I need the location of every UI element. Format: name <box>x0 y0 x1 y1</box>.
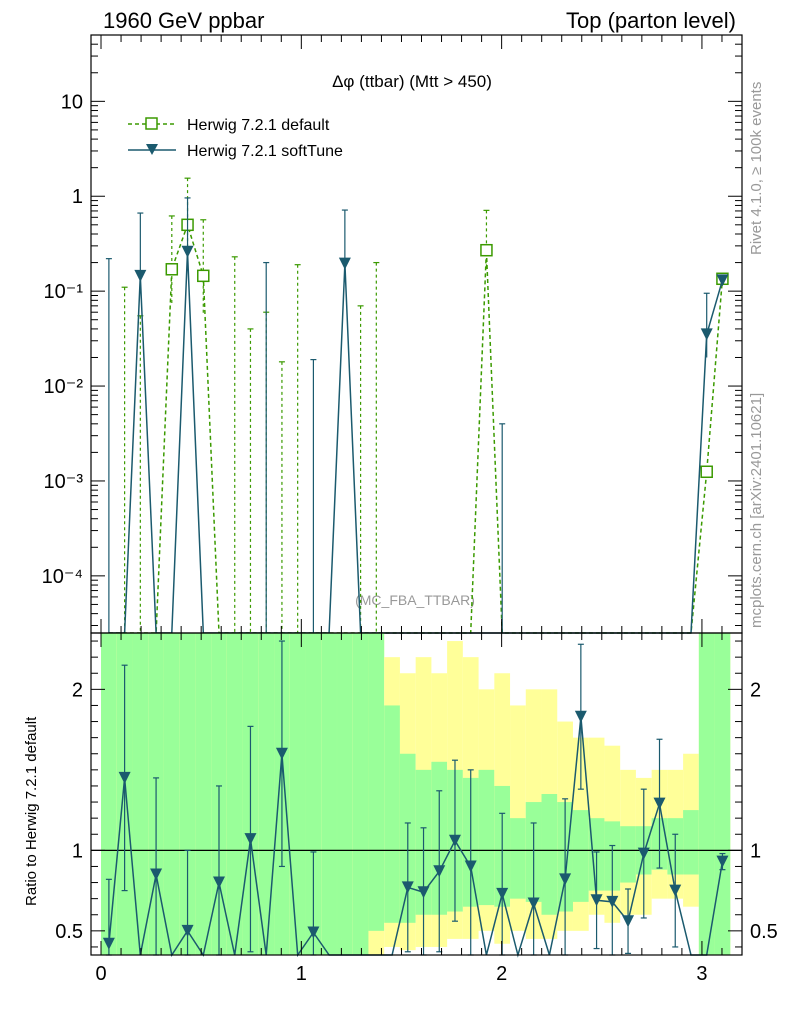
ratio-softtune-point <box>150 868 163 881</box>
ratio-softtune-point <box>606 895 619 908</box>
ratio-frame <box>90 632 743 956</box>
ratio-softtune-point <box>590 894 603 907</box>
legend-default-label: Herwig 7.2.1 default <box>187 117 330 134</box>
series-softtune-point <box>134 269 147 282</box>
mcplots-label: mcplots.cern.ch [arXiv:2401.10621] <box>748 393 765 628</box>
header-left: 1960 GeV ppbar <box>103 8 264 33</box>
ratio-band-green <box>698 633 715 955</box>
xtick-label: 3 <box>696 963 707 985</box>
ratio-band-green <box>305 633 322 955</box>
ratio-ytick-label-left: 0.5 <box>55 921 83 943</box>
ratio-softtune-point <box>212 876 225 889</box>
ratio-softtune-point <box>244 833 257 846</box>
ratio-softtune-point <box>307 926 320 939</box>
axes: 10⁻⁴ 10⁻³ 10⁻² 10⁻¹ 1 10 0.5 0.5 1 1 2 2 0 1 2 3 <box>42 34 778 985</box>
legend: Herwig 7.2.1 default Herwig 7.2.1 softTu… <box>128 117 343 160</box>
main-panel <box>105 177 729 634</box>
ratio-band-green <box>714 633 731 955</box>
ratio-band-green <box>541 794 558 915</box>
legend-softtune-marker <box>146 144 158 155</box>
ratio-band-green <box>368 633 385 931</box>
chart-title: Δφ (ttbar) (Mtt > 450) <box>332 72 492 91</box>
ratio-ytick-label-right: 1 <box>750 840 761 862</box>
ratio-softtune-point <box>637 847 650 860</box>
main-ytick-label: 10 <box>61 91 83 113</box>
ratio-band-green <box>179 633 196 955</box>
ratio-band-green <box>510 818 526 899</box>
main-ytick-label: 10⁻⁴ <box>42 566 83 588</box>
xtick-label: 2 <box>496 963 507 985</box>
ratio-softtune-point <box>559 873 572 886</box>
ratio-band-green <box>683 810 699 875</box>
series-default-point <box>165 263 179 276</box>
ratio-band-green <box>163 633 180 955</box>
ratio-softtune-point <box>401 881 414 894</box>
ratio-softtune-point <box>464 860 477 873</box>
ratio-band-green <box>132 633 149 955</box>
ratio-band-green <box>572 810 589 902</box>
ratio-ytick-label-right: 2 <box>750 679 761 701</box>
ratio-softtune-line <box>108 716 724 958</box>
ratio-ytick-label-right: 0.5 <box>750 921 778 943</box>
ratio-band-green <box>478 769 495 906</box>
ratio-ytick-label-left: 1 <box>72 840 83 862</box>
series-default-point <box>480 243 493 257</box>
series-softtune-line <box>108 251 724 634</box>
legend-default-marker <box>145 117 158 130</box>
ratio-ytick-label-left: 2 <box>72 679 83 701</box>
ratio-softtune-point <box>118 771 131 784</box>
ratio-band-green <box>337 633 353 955</box>
ratio-band-green <box>258 633 275 955</box>
main-ytick-label: 1 <box>72 186 83 208</box>
ratio-softtune-point <box>527 897 540 910</box>
xtick-label: 1 <box>296 963 307 985</box>
ratio-softtune-point <box>496 887 509 900</box>
ratio-softtune-point <box>669 884 682 897</box>
series-softtune-point <box>338 257 351 270</box>
rivet-label: Rivet 4.1.0, ≥ 100k events <box>748 82 765 255</box>
legend-softtune-label: Herwig 7.2.1 softTune <box>187 143 343 160</box>
main-ytick-label: 10⁻³ <box>44 471 84 493</box>
ratio-band-green <box>289 633 306 955</box>
ratio-panel <box>91 633 742 958</box>
ratio-band-green <box>195 633 212 955</box>
series-softtune-point <box>700 328 713 341</box>
ratio-band-green <box>101 633 117 955</box>
ratio-softtune-point <box>275 747 288 760</box>
ratio-softtune-point <box>433 865 446 878</box>
ratio-softtune-point <box>417 886 430 899</box>
ratio-band-green <box>384 705 400 923</box>
ratio-ylabel: Ratio to Herwig 7.2.1 default <box>23 716 40 906</box>
series-softtune-point <box>716 274 729 287</box>
watermark: (MC_FBA_TTBAR) <box>355 592 475 608</box>
ratio-band-green <box>226 633 243 955</box>
ratio-band-green <box>352 633 369 955</box>
series-default-point <box>700 465 713 479</box>
main-ytick-label: 10⁻¹ <box>44 281 84 303</box>
ratio-band-green <box>321 633 337 955</box>
main-ytick-label: 10⁻² <box>44 376 84 398</box>
ratio-band-green <box>620 826 636 883</box>
series-default-point <box>197 269 210 283</box>
ratio-softtune-point <box>181 924 194 937</box>
ratio-softtune-point <box>102 937 115 950</box>
ratio-softtune-point <box>716 855 729 868</box>
ratio-softtune-point <box>574 710 587 723</box>
ratio-softtune-point <box>448 834 461 847</box>
ratio-softtune-point <box>622 915 635 928</box>
ratio-softtune-point <box>653 797 666 810</box>
series-softtune-point <box>181 245 194 258</box>
xtick-label: 0 <box>95 963 106 985</box>
header-right: Top (parton level) <box>566 8 736 33</box>
